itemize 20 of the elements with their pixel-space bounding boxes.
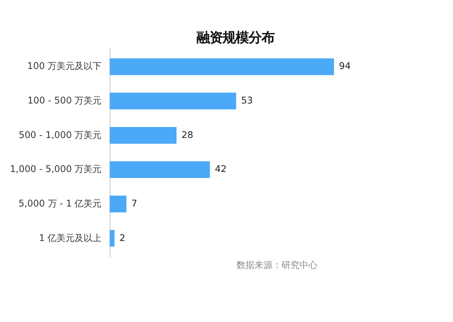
y-tick-label: 500 - 1,000 万美元 [18, 130, 102, 141]
data-label: 42 [214, 164, 227, 176]
bar [110, 58, 334, 76]
bar [110, 161, 210, 178]
bar [110, 230, 114, 247]
y-tick-label: 1 亿美元及以上 [38, 232, 102, 244]
source-note: 数据来源：研究中心 [236, 260, 318, 272]
y-tick-label: 1,000 - 5,000 万美元 [10, 164, 102, 176]
data-label: 28 [182, 130, 194, 141]
chart-title: 融资规模分布 [196, 30, 274, 46]
bar [110, 196, 126, 212]
bar [110, 126, 176, 144]
data-label: 7 [131, 198, 138, 210]
bar [110, 92, 236, 110]
data-label: 94 [339, 61, 351, 72]
data-label: 2 [119, 232, 126, 244]
y-tick-label: 100 万美元及以下 [27, 61, 102, 72]
y-tick-label: 5,000 万 - 1 亿美元 [18, 198, 102, 210]
data-label: 53 [241, 96, 254, 107]
y-tick-label: 100 - 500 万美元 [28, 96, 102, 107]
